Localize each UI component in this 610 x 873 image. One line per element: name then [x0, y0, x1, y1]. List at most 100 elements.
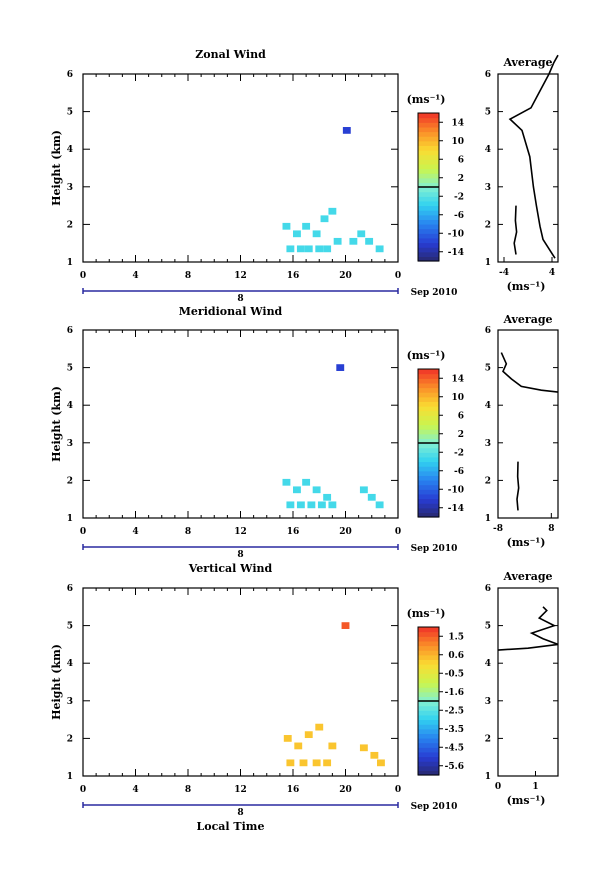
average-title: Average	[502, 313, 552, 326]
data-cell	[320, 215, 329, 223]
colorbar-segment	[418, 636, 439, 642]
colorbar-segment	[418, 724, 439, 730]
x-tick-label: 20	[339, 271, 352, 281]
data-cell	[286, 245, 295, 253]
average-y-tick-label: 5	[485, 364, 491, 374]
colorbar-segment	[418, 191, 439, 197]
average-x-tick-label: 4	[549, 268, 555, 278]
y-axis-label: Height (km)	[50, 386, 63, 462]
colorbar-segment	[418, 733, 439, 739]
average-frame	[497, 73, 559, 263]
x-tick-label: 0	[80, 527, 86, 537]
x-tick-label: 12	[234, 271, 247, 281]
data-cell	[286, 501, 295, 509]
colorbar-tick-label: -10	[448, 485, 464, 495]
colorbar-segment	[418, 415, 439, 421]
colorbar-tick-label: -0.5	[445, 669, 464, 679]
x-tick-label: 12	[234, 527, 247, 537]
average-y-tick-label: 3	[485, 183, 491, 193]
colorbar-segment	[418, 687, 439, 693]
colorbar-segment	[418, 233, 439, 239]
panel-title: Meridional Wind	[179, 305, 283, 318]
average-y-tick-label: 6	[485, 584, 491, 594]
average-profile-line	[497, 606, 559, 651]
colorbar-segment	[418, 122, 439, 128]
date-month-label: Sep 2010	[411, 544, 458, 554]
data-cell	[312, 230, 321, 238]
average-y-tick-label: 2	[485, 476, 491, 486]
colorbar-unit: (ms⁻¹)	[407, 607, 446, 620]
average-y-tick-label: 6	[485, 326, 491, 336]
colorbar-tick-label: 1.5	[448, 632, 464, 642]
data-cell	[359, 486, 368, 494]
average-y-tick-label: 6	[485, 70, 491, 80]
colorbar-segment	[418, 480, 439, 486]
average-profile-line	[500, 352, 559, 393]
x-tick-label: 8	[185, 785, 191, 795]
y-tick-label: 5	[67, 622, 73, 632]
colorbar-segment	[418, 705, 439, 711]
average-title: Average	[502, 570, 552, 583]
y-tick-label: 1	[67, 258, 73, 268]
average-y-tick-label: 3	[485, 697, 491, 707]
panel-title: Vertical Wind	[188, 562, 273, 575]
plot-frame	[82, 73, 399, 263]
data-cell	[312, 759, 321, 767]
data-cell	[328, 742, 337, 750]
colorbar-segment	[418, 247, 439, 253]
data-cell	[357, 230, 366, 238]
data-cell	[317, 501, 326, 509]
colorbar-segment	[418, 677, 439, 684]
colorbar-segment	[418, 640, 439, 647]
colorbar-segment	[418, 177, 439, 183]
colorbar-segment	[418, 159, 439, 165]
y-axis-label: Height (km)	[50, 130, 63, 206]
colorbar-segment	[418, 631, 439, 637]
data-cell	[375, 245, 384, 253]
y-tick-label: 3	[67, 697, 73, 707]
colorbar-segment	[418, 498, 439, 504]
average-x-label: (ms⁻¹)	[507, 536, 546, 549]
colorbar-segment	[418, 765, 439, 771]
x-tick-label: 20	[339, 785, 352, 795]
data-cell	[312, 486, 321, 494]
colorbar-tick-label: -2	[454, 192, 464, 202]
y-tick-label: 4	[67, 145, 73, 155]
x-tick-label: 4	[132, 271, 138, 281]
data-cell	[315, 245, 324, 253]
colorbar-segment	[418, 710, 439, 716]
average-x-tick-label: 8	[548, 524, 554, 534]
average-y-tick-label: 1	[485, 772, 491, 782]
colorbar-segment	[418, 406, 439, 412]
y-tick-label: 1	[67, 772, 73, 782]
colorbar-segment	[418, 113, 439, 119]
colorbar-tick-label: -5.6	[445, 762, 464, 772]
colorbar-segment	[418, 728, 439, 734]
average-y-tick-label: 1	[485, 258, 491, 268]
data-cell	[341, 622, 350, 629]
colorbar-segment	[418, 443, 439, 449]
x-tick-label: 0	[80, 785, 86, 795]
colorbar-tick-label: 10	[451, 393, 464, 403]
data-cell	[294, 742, 303, 750]
x-tick-label: 16	[287, 271, 300, 281]
average-y-tick-label: 5	[485, 108, 491, 118]
data-cell	[282, 222, 291, 230]
colorbar-segment	[418, 475, 439, 481]
colorbar-segment	[418, 742, 439, 748]
data-cell	[282, 478, 291, 486]
data-cell	[296, 245, 305, 253]
data-cell	[283, 735, 292, 742]
y-tick-label: 5	[67, 364, 73, 374]
data-cell	[286, 759, 295, 767]
average-y-tick-label: 4	[485, 145, 491, 155]
colorbar-segment	[418, 136, 439, 142]
data-cell	[323, 493, 332, 501]
average-y-tick-label: 4	[485, 401, 491, 411]
y-tick-label: 4	[67, 401, 73, 411]
colorbar-unit: (ms⁻¹)	[407, 93, 446, 106]
average-x-tick-label: -8	[493, 524, 503, 534]
colorbar-segment	[418, 756, 439, 762]
colorbar-tick-label: -10	[448, 229, 464, 239]
colorbar-segment	[418, 493, 439, 500]
